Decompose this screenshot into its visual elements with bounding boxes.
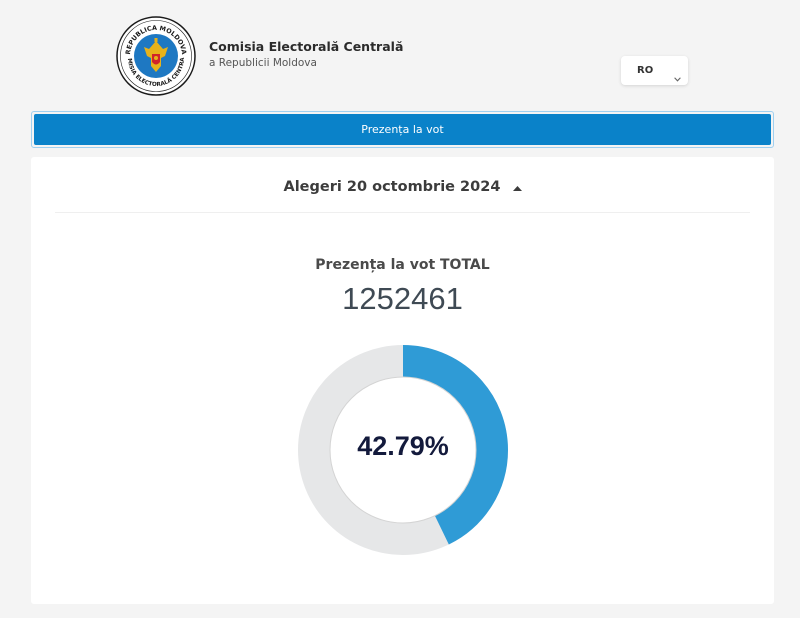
org-name: Comisia Electorală Centrală xyxy=(209,39,404,54)
logo-emblem: REPUBLICA MOLDOVA COMISIA ELECTORALĂ CEN… xyxy=(114,11,196,96)
nav-turnout-button[interactable]: Prezența la vot xyxy=(34,114,771,145)
divider xyxy=(55,212,750,213)
org-subtitle: a Republicii Moldova xyxy=(209,57,317,69)
language-value: RO xyxy=(637,65,654,76)
election-selector[interactable]: Alegeri 20 octombrie 2024 xyxy=(31,176,774,195)
donut-turnout-arc xyxy=(298,345,508,555)
caret-up-icon xyxy=(512,176,522,195)
chevron-down-icon xyxy=(674,67,681,86)
turnout-percent: 42.79% xyxy=(357,431,449,461)
org-title: Comisia Electorală Centrală a Republicii… xyxy=(209,39,403,70)
turnout-total: 1252461 xyxy=(342,281,463,316)
turnout-donut-chart xyxy=(298,345,508,555)
nav-bar: Prezența la vot xyxy=(31,111,774,148)
turnout-title: Prezența la vot TOTAL xyxy=(315,257,490,273)
election-label: Alegeri 20 octombrie 2024 xyxy=(283,179,501,195)
turnout-card: Alegeri 20 octombrie 2024 Prezența la vo… xyxy=(31,157,774,604)
site-header: REPUBLICA MOLDOVA COMISIA ELECTORALĂ CEN… xyxy=(0,0,800,112)
language-select[interactable]: RO xyxy=(621,56,688,85)
donut-center xyxy=(329,376,477,524)
cec-logo[interactable]: REPUBLICA MOLDOVA COMISIA ELECTORALĂ CEN… xyxy=(114,11,196,96)
